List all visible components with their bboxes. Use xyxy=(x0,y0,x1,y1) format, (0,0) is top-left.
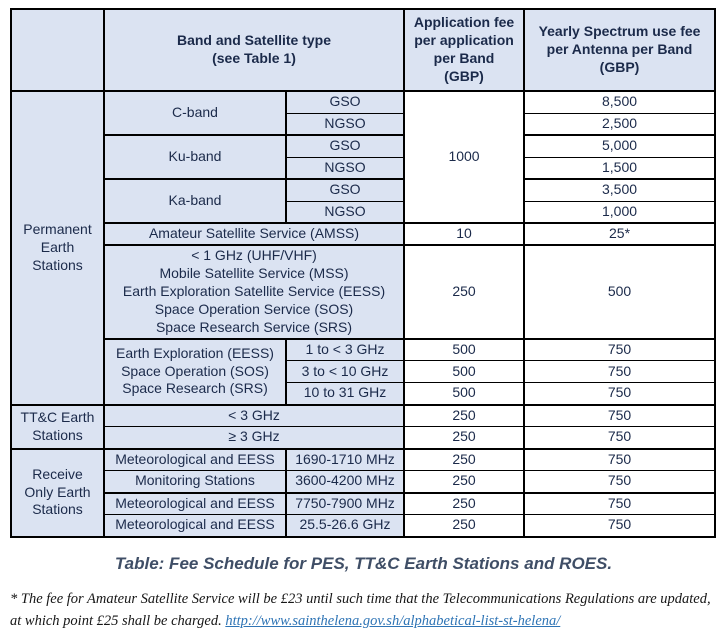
cell-roes-type-4: Meteorological and EESS xyxy=(103,514,287,538)
cell-c-ngso-yearly: 2,500 xyxy=(523,112,717,136)
cell-roes-app-fee-1: 250 xyxy=(403,447,526,472)
cell-c-gso-yearly: 8,500 xyxy=(523,90,717,114)
cell-band-app-fee: 1000 xyxy=(403,90,526,224)
group-permanent-earth-stations: Permanent Earth Stations xyxy=(10,90,105,406)
cell-roes-range-4: 25.5-26.6 GHz xyxy=(284,514,406,538)
cell-amss-label: Amateur Satellite Service (AMSS) xyxy=(102,222,406,246)
cell-science-app-fee-3: 500 xyxy=(403,382,526,406)
group-receive-only-earth-stations: Receive Only Earth Stations xyxy=(10,447,105,538)
cell-science-range-1: 1 to < 3 GHz xyxy=(284,337,406,362)
cell-amss-yearly-fee: 25* xyxy=(523,222,717,246)
cell-ttc-yearly-fee-2: 750 xyxy=(523,426,717,450)
cell-science-app-fee-2: 500 xyxy=(403,360,526,384)
header-corner-cell xyxy=(10,8,105,92)
header-band-type: Band and Satellite type (see Table 1) xyxy=(102,8,406,92)
cell-roes-app-fee-3: 250 xyxy=(403,491,526,516)
cell-ttc-range-1: < 3 GHz xyxy=(102,403,406,428)
cell-science-range-3: 10 to 31 GHz xyxy=(284,382,406,406)
cell-low-freq-services-label: < 1 GHz (UHF/VHF) Mobile Satellite Servi… xyxy=(102,244,406,340)
cell-roes-type-3: Meteorological and EESS xyxy=(103,491,287,516)
cell-roes-yearly-fee-3: 750 xyxy=(523,491,717,516)
cell-ttc-range-2: ≥ 3 GHz xyxy=(102,426,406,450)
cell-ku-gso-yearly: 5,000 xyxy=(523,134,717,158)
cell-roes-yearly-fee-2: 750 xyxy=(523,470,717,494)
cell-roes-range-2: 3600-4200 MHz xyxy=(284,470,406,494)
cell-roes-yearly-fee-4: 750 xyxy=(523,514,717,538)
cell-low-freq-yearly-fee: 500 xyxy=(523,244,717,340)
cell-science-yearly-fee-3: 750 xyxy=(523,382,717,406)
cell-ku-ngso: NGSO xyxy=(284,156,406,180)
footnote: * The fee for Amateur Satellite Service … xyxy=(10,588,718,633)
cell-c-band: C-band xyxy=(103,90,287,136)
cell-science-range-2: 3 to < 10 GHz xyxy=(284,360,406,384)
table-caption: Table: Fee Schedule for PES, TT&C Earth … xyxy=(114,554,613,573)
cell-ka-gso: GSO xyxy=(284,178,406,202)
cell-amss-app-fee: 10 xyxy=(403,222,526,246)
cell-c-ngso: NGSO xyxy=(284,112,406,136)
cell-ka-ngso: NGSO xyxy=(284,200,406,224)
cell-ku-gso: GSO xyxy=(284,134,406,158)
cell-science-yearly-fee-2: 750 xyxy=(523,360,717,384)
cell-ku-band: Ku-band xyxy=(103,134,287,180)
cell-ttc-yearly-fee-1: 750 xyxy=(523,403,717,428)
cell-science-yearly-fee-1: 750 xyxy=(523,337,717,362)
cell-ka-band: Ka-band xyxy=(103,178,287,224)
cell-ttc-app-fee-1: 250 xyxy=(403,403,526,428)
cell-science-services-label: Earth Exploration (EESS) Space Operation… xyxy=(103,337,287,406)
cell-ka-ngso-yearly: 1,000 xyxy=(523,200,717,224)
cell-ka-gso-yearly: 3,500 xyxy=(523,178,717,202)
cell-roes-type-2: Monitoring Stations xyxy=(103,470,287,494)
cell-science-app-fee-1: 500 xyxy=(403,337,526,362)
footnote-link[interactable]: http://www.sainthelena.gov.sh/alphabetic… xyxy=(225,613,561,630)
cell-ttc-app-fee-2: 250 xyxy=(403,426,526,450)
cell-roes-range-1: 1690-1710 MHz xyxy=(284,447,406,472)
header-yearly-fee: Yearly Spectrum use fee per Antenna per … xyxy=(523,8,717,92)
cell-roes-app-fee-2: 250 xyxy=(403,470,526,494)
cell-ku-ngso-yearly: 1,500 xyxy=(523,156,717,180)
cell-roes-app-fee-4: 250 xyxy=(403,514,526,538)
cell-low-freq-app-fee: 250 xyxy=(403,244,526,340)
fee-schedule-table: Band and Satellite type (see Table 1) Ap… xyxy=(10,8,717,538)
cell-roes-yearly-fee-1: 750 xyxy=(523,447,717,472)
cell-roes-range-3: 7750-7900 MHz xyxy=(284,491,406,516)
cell-c-gso: GSO xyxy=(284,90,406,114)
footnote-text: * The fee for Amateur Satellite Service … xyxy=(10,591,711,630)
cell-roes-type-1: Meteorological and EESS xyxy=(103,447,287,472)
header-application-fee: Application fee per application per Band… xyxy=(403,8,526,92)
group-ttc-earth-stations: TT&C Earth Stations xyxy=(10,403,105,450)
